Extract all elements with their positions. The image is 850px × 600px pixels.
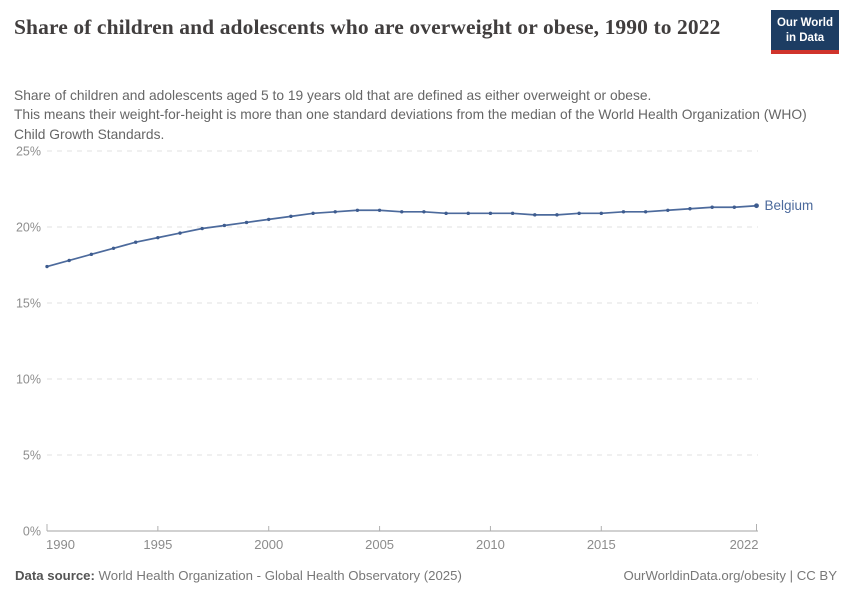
data-point[interactable] <box>133 240 138 244</box>
x-axis-tick-label: 1990 <box>46 537 75 552</box>
data-source-note: Data source: World Health Organization -… <box>15 568 462 583</box>
x-axis-tick-label: 2005 <box>365 537 394 552</box>
data-point[interactable] <box>267 217 271 222</box>
x-axis-tick-label: 2015 <box>587 537 616 552</box>
data-source-text: World Health Organization - Global Healt… <box>94 568 462 583</box>
data-point[interactable] <box>599 211 603 216</box>
chart-footer: Data source: World Health Organization -… <box>15 568 837 583</box>
owid-logo-line2: in Data <box>785 31 825 44</box>
data-point[interactable] <box>666 208 670 212</box>
data-point[interactable] <box>710 205 714 209</box>
x-axis-tick-label: 2000 <box>254 537 283 552</box>
chart-subtitle-sentence1: Share of children and adolescents aged 5… <box>14 88 652 103</box>
data-point[interactable] <box>289 214 293 219</box>
data-point[interactable] <box>244 220 249 225</box>
owid-logo[interactable]: Our World in Data <box>771 10 839 55</box>
data-point[interactable] <box>156 235 160 240</box>
page-title: Share of children and adolescents who ar… <box>14 15 721 39</box>
data-point[interactable] <box>89 252 94 257</box>
series-label-belgium[interactable]: Belgium <box>765 198 814 213</box>
license-note[interactable]: OurWorldinData.org/obesity | CC BY <box>623 568 837 583</box>
data-point[interactable] <box>400 210 404 214</box>
chart-subtitle-sentence2: This means their weight-for-height is mo… <box>14 107 807 142</box>
data-point[interactable] <box>510 211 515 216</box>
data-point[interactable] <box>577 211 581 216</box>
data-source-label: Data source: <box>15 568 95 583</box>
data-point[interactable] <box>67 258 71 263</box>
y-axis-tick-label: 20% <box>16 221 41 235</box>
y-axis-tick-label: 0% <box>23 525 41 539</box>
line-chart-canvas[interactable]: 0% 5% 10% 15% 20% 25% 1990 1995 2000 2005 2010 2015… <box>0 0 850 560</box>
data-point[interactable] <box>621 210 626 214</box>
data-point[interactable] <box>466 211 470 216</box>
data-point[interactable] <box>355 208 360 212</box>
x-axis-tick-label: 1995 <box>143 537 172 552</box>
data-point[interactable] <box>732 205 737 209</box>
chart-subtitle: Share of children and adolescents aged 5… <box>14 86 840 144</box>
data-point[interactable] <box>555 213 559 217</box>
data-point[interactable] <box>178 231 182 235</box>
data-point[interactable] <box>444 211 448 216</box>
y-axis-tick-label: 15% <box>16 297 41 311</box>
data-point[interactable] <box>754 203 759 209</box>
data-point[interactable] <box>422 210 426 214</box>
data-point[interactable] <box>200 226 204 231</box>
data-point[interactable] <box>311 211 315 216</box>
data-point[interactable] <box>643 210 648 214</box>
data-point[interactable] <box>488 211 493 216</box>
data-point[interactable] <box>533 213 537 217</box>
y-axis-tick-label: 25% <box>16 145 41 159</box>
data-point[interactable] <box>333 210 337 214</box>
data-point[interactable] <box>45 264 49 269</box>
data-point[interactable] <box>377 208 382 212</box>
data-point[interactable] <box>688 207 692 211</box>
y-axis-tick-label: 10% <box>16 373 41 387</box>
x-axis-tick-label: 2022 <box>730 537 759 552</box>
owid-logo-line1: Our World <box>776 17 833 29</box>
data-point[interactable] <box>222 223 227 228</box>
data-point[interactable] <box>111 246 116 250</box>
x-axis-tick-label: 2010 <box>476 537 505 552</box>
y-axis-tick-label: 5% <box>23 449 41 463</box>
series-line-belgium[interactable] <box>46 204 757 268</box>
